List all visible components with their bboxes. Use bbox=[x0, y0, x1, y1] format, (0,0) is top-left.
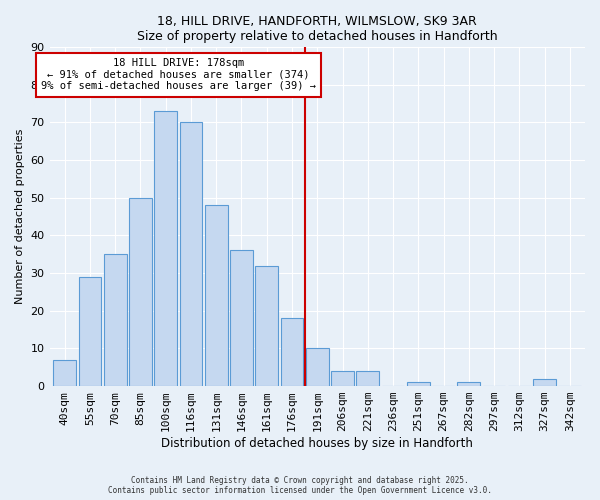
X-axis label: Distribution of detached houses by size in Handforth: Distribution of detached houses by size … bbox=[161, 437, 473, 450]
Bar bbox=[281, 318, 304, 386]
Bar bbox=[533, 378, 556, 386]
Bar bbox=[407, 382, 430, 386]
Text: 18 HILL DRIVE: 178sqm
← 91% of detached houses are smaller (374)
9% of semi-deta: 18 HILL DRIVE: 178sqm ← 91% of detached … bbox=[41, 58, 316, 92]
Bar bbox=[129, 198, 152, 386]
Bar bbox=[230, 250, 253, 386]
Bar bbox=[79, 277, 101, 386]
Bar bbox=[331, 371, 354, 386]
Bar bbox=[179, 122, 202, 386]
Title: 18, HILL DRIVE, HANDFORTH, WILMSLOW, SK9 3AR
Size of property relative to detach: 18, HILL DRIVE, HANDFORTH, WILMSLOW, SK9… bbox=[137, 15, 497, 43]
Bar bbox=[256, 266, 278, 386]
Bar bbox=[205, 205, 227, 386]
Bar bbox=[306, 348, 329, 386]
Text: Contains HM Land Registry data © Crown copyright and database right 2025.
Contai: Contains HM Land Registry data © Crown c… bbox=[108, 476, 492, 495]
Bar bbox=[104, 254, 127, 386]
Bar bbox=[154, 111, 177, 386]
Bar bbox=[53, 360, 76, 386]
Bar bbox=[457, 382, 480, 386]
Bar bbox=[356, 371, 379, 386]
Y-axis label: Number of detached properties: Number of detached properties bbox=[15, 129, 25, 304]
